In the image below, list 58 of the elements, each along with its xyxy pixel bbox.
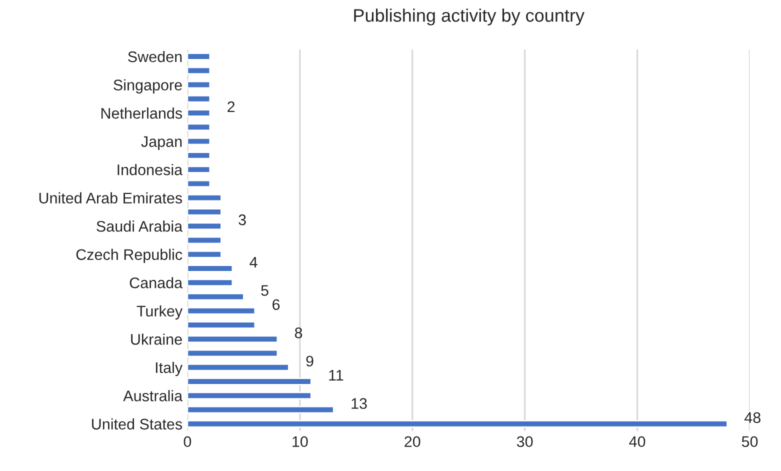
bar	[187, 292, 244, 301]
data-label: 9	[306, 356, 314, 367]
bar	[187, 306, 256, 315]
y-tick-label: Czech Republic	[76, 248, 182, 264]
bar	[187, 180, 211, 188]
x-tick-label: 40	[629, 436, 646, 448]
x-tick-label: 50	[742, 436, 758, 448]
bar	[187, 222, 222, 230]
bar	[187, 321, 256, 329]
data-label: 2	[228, 101, 235, 112]
y-tick-label: Indonesia	[118, 164, 183, 176]
bar	[187, 420, 728, 428]
bar	[187, 52, 211, 60]
y-tick-label: United States	[92, 418, 182, 430]
y-tick-label: United Arab Emirates	[39, 192, 182, 204]
bar	[187, 66, 211, 75]
bar	[187, 137, 211, 146]
y-tick-label: Turkey	[136, 305, 183, 320]
bar	[187, 349, 278, 358]
bar	[187, 95, 211, 103]
y-tick-label: Ukraine	[131, 334, 182, 345]
data-label: 6	[272, 299, 280, 310]
y-tick-label: Sweden	[128, 50, 182, 62]
data-label: 48	[744, 412, 760, 424]
bar	[187, 364, 290, 372]
data-label: 13	[352, 398, 367, 409]
bar	[187, 194, 222, 202]
data-label: 3	[238, 214, 246, 226]
bar	[187, 250, 222, 258]
bar	[187, 80, 211, 89]
bar	[187, 123, 211, 132]
y-tick-label: Australia	[123, 390, 183, 402]
bar	[187, 406, 334, 414]
y-tick-label: Singapore	[114, 79, 182, 94]
bar	[187, 208, 222, 216]
y-tick-label: Italy	[156, 362, 183, 376]
data-label: 8	[294, 327, 302, 338]
x-tick-label: 0	[184, 436, 192, 448]
x-tick-label: 30	[516, 436, 533, 448]
bar	[187, 278, 234, 286]
bar	[187, 236, 222, 244]
bar	[187, 392, 312, 400]
bar	[187, 152, 211, 160]
x-tick-label: 20	[404, 436, 420, 448]
chart-title: Publishing activity by country	[354, 8, 584, 26]
y-tick-label: Netherlands	[101, 108, 182, 119]
data-label: 4	[250, 256, 258, 268]
y-tick-label: Canada	[130, 277, 183, 288]
bar	[187, 378, 312, 386]
data-label: 11	[329, 370, 344, 381]
x-tick-label: 10	[292, 436, 308, 448]
bar	[187, 335, 278, 343]
data-label: 5	[261, 285, 268, 296]
y-tick-label: Japan	[141, 136, 182, 150]
bar	[187, 109, 211, 117]
bar	[187, 166, 211, 174]
y-tick-label: Saudi Arabia	[96, 220, 183, 232]
bar	[187, 264, 234, 272]
